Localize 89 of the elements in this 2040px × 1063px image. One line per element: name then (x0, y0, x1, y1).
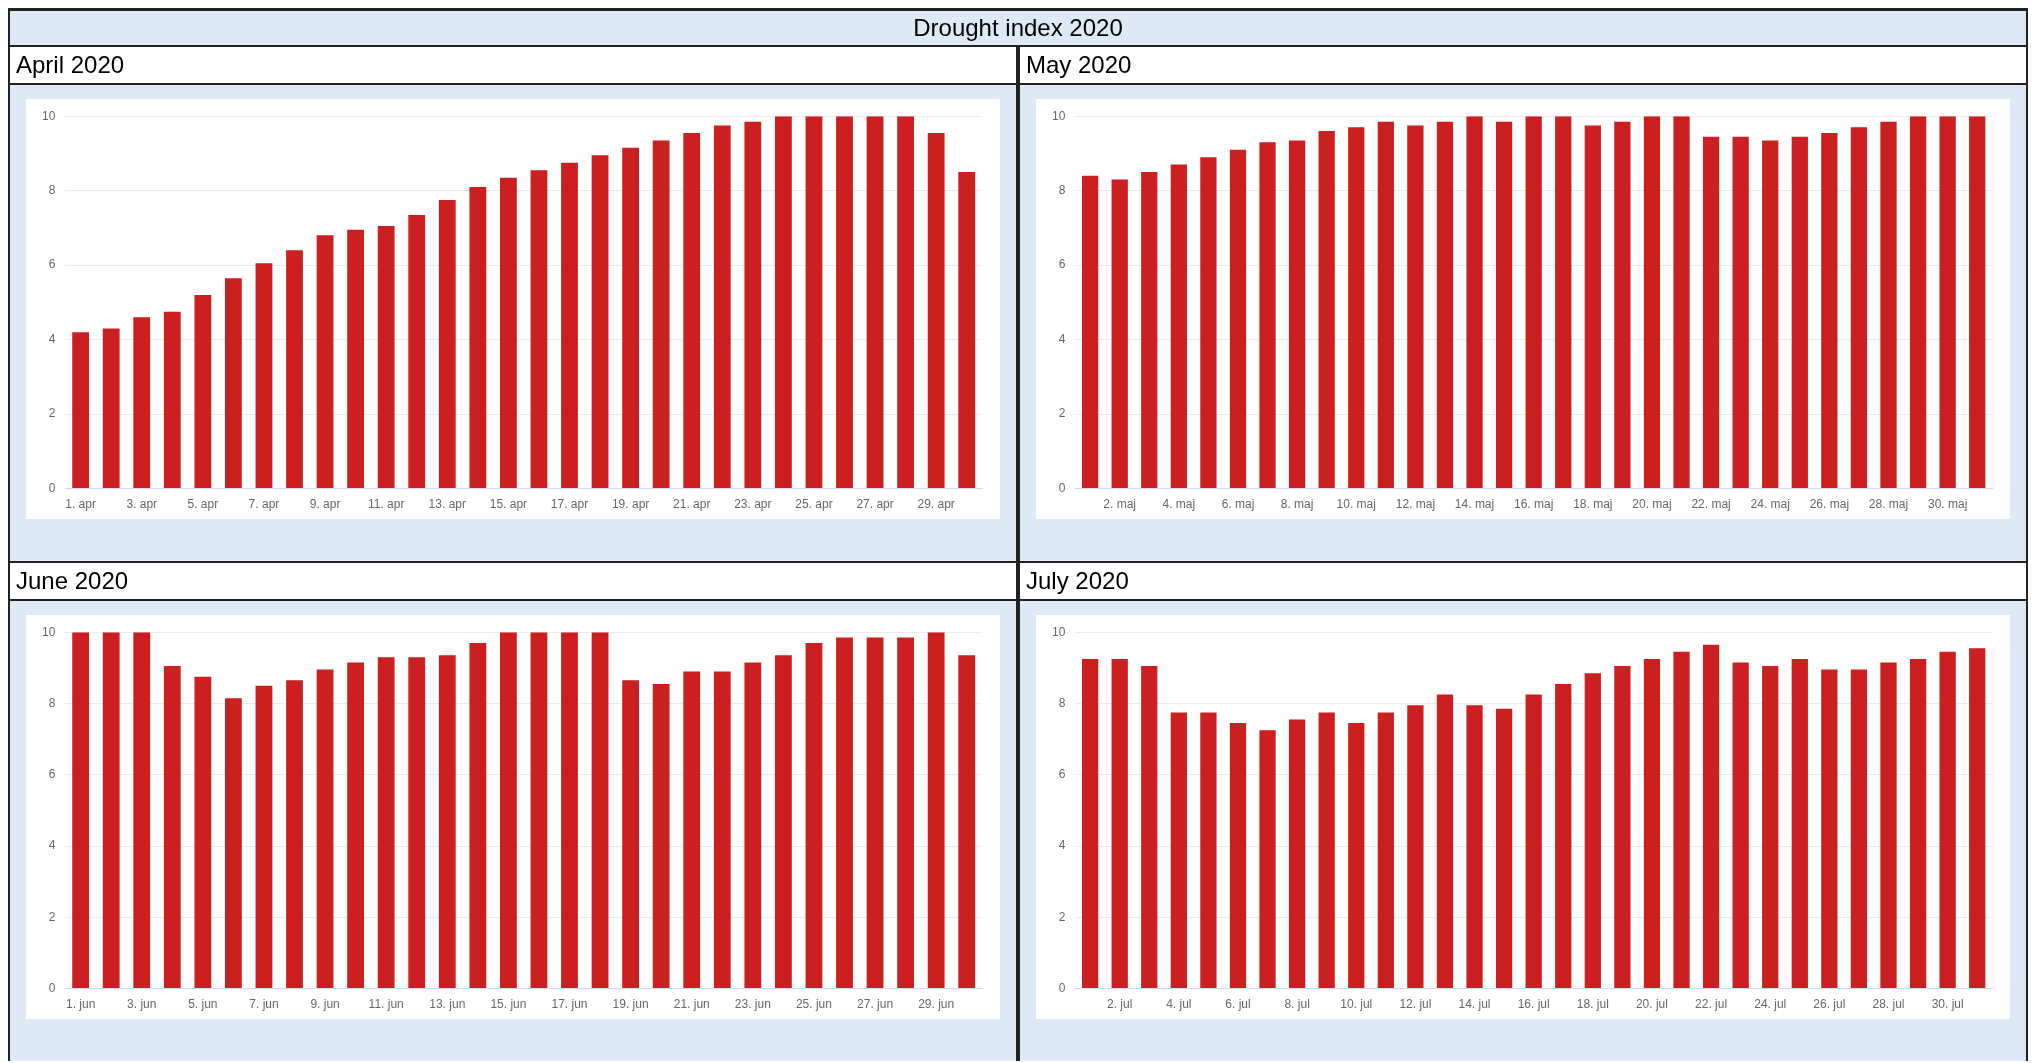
x-tick-label: 27. jun (857, 997, 894, 1012)
y-tick-label: 6 (48, 257, 56, 272)
y-tick-label: 4 (48, 838, 56, 853)
y-tick-label: 10 (1051, 108, 1066, 123)
x-tick-label: 27. apr (856, 497, 894, 512)
y-tick-label: 8 (1058, 182, 1066, 197)
chart-title: July 2020 (1020, 561, 2026, 601)
y-tick-label: 8 (48, 182, 56, 197)
y-tick-label: 10 (41, 624, 56, 639)
chart-title: May 2020 (1020, 45, 2026, 85)
x-tick-label: 14. maj (1454, 497, 1495, 512)
chart-title: April 2020 (10, 45, 1016, 85)
x-tick-label: 3. apr (126, 497, 158, 512)
x-tick-label: 13. jun (429, 997, 466, 1012)
chart-title: June 2020 (10, 561, 1016, 601)
y-tick-label: 4 (48, 331, 56, 346)
x-tick-label: 30. jul (1931, 997, 1964, 1012)
x-tick-label: 5. jun (188, 997, 218, 1012)
text: Drought index 2020 (8, 8, 2028, 45)
x-tick-label: 10. maj (1336, 497, 1376, 512)
x-tick-label: 29. jun (918, 997, 955, 1012)
x-tick-label: 4. maj (1162, 497, 1196, 512)
y-tick-label: 6 (1058, 767, 1066, 782)
x-tick-label: 10. jul (1340, 997, 1373, 1012)
x-tick-label: 28. jul (1872, 997, 1905, 1012)
x-tick-label: 17. jun (551, 997, 588, 1012)
y-tick-label: 2 (48, 406, 56, 421)
x-tick-label: 29. apr (917, 497, 955, 512)
x-tick-label: 5. apr (187, 497, 219, 512)
y-tick-label: 8 (1058, 695, 1066, 710)
x-tick-label: 11. jun (368, 997, 404, 1012)
x-tick-label: 8. maj (1280, 497, 1314, 512)
x-tick-label: 13. apr (428, 497, 466, 512)
x-tick-label: 16. jul (1517, 997, 1550, 1012)
y-tick-label: 2 (1058, 909, 1066, 924)
x-tick-label: 25. jun (795, 997, 832, 1012)
x-tick-label: 15. jun (490, 997, 527, 1012)
x-tick-label: 1. apr (65, 497, 96, 512)
x-tick-label: 9. apr (309, 497, 341, 512)
x-tick-label: 28. maj (1868, 497, 1909, 512)
x-tick-label: 11. apr (367, 497, 405, 512)
x-tick-label: 3. jun (127, 997, 157, 1012)
x-tick-label: 21. jun (673, 997, 710, 1012)
x-tick-label: 20. maj (1632, 497, 1672, 512)
x-tick-label: 23. jun (734, 997, 771, 1012)
x-tick-label: 7. apr (248, 497, 280, 512)
y-tick-label: 0 (48, 980, 56, 995)
y-tick-label: 4 (1058, 331, 1066, 346)
x-tick-label: 18. maj (1573, 497, 1613, 512)
y-tick-label: 4 (1058, 838, 1066, 853)
y-tick-label: 2 (1058, 406, 1066, 421)
x-tick-label: 21. apr (673, 497, 711, 512)
x-tick-label: 14. jul (1458, 997, 1491, 1012)
x-tick-label: 24. jul (1754, 997, 1787, 1012)
x-tick-label: 2. jul (1107, 997, 1133, 1012)
x-tick-label: 23. apr (734, 497, 772, 512)
x-tick-label: 19. jun (612, 997, 649, 1012)
x-tick-label: 15. apr (489, 497, 528, 512)
y-tick-label: 10 (41, 108, 56, 123)
x-tick-label: 18. jul (1576, 997, 1609, 1012)
y-tick-label: 2 (48, 909, 56, 924)
x-tick-label: 16. maj (1513, 497, 1554, 512)
x-tick-label: 12. jul (1399, 997, 1432, 1012)
y-tick-label: 0 (1058, 980, 1066, 995)
x-tick-label: 26. maj (1809, 497, 1850, 512)
x-tick-label: 12. maj (1395, 497, 1436, 512)
x-tick-label: 20. jul (1635, 997, 1668, 1012)
x-tick-label: 4. jul (1166, 997, 1192, 1012)
x-tick-label: 25. apr (795, 497, 833, 512)
x-tick-label: 6. jul (1225, 997, 1251, 1012)
x-tick-label: 24. maj (1750, 497, 1790, 512)
y-tick-label: 10 (1051, 624, 1066, 639)
x-tick-label: 30. maj (1927, 497, 1968, 512)
x-tick-label: 7. jun (249, 997, 279, 1012)
x-tick-label: 19. apr (611, 497, 650, 512)
x-tick-label: 6. maj (1221, 497, 1255, 512)
x-tick-label: 8. jul (1284, 997, 1310, 1012)
y-tick-label: 6 (48, 767, 56, 782)
x-tick-label: 26. jul (1813, 997, 1846, 1012)
x-tick-label: 22. maj (1691, 497, 1731, 512)
y-tick-label: 0 (1058, 480, 1066, 495)
x-tick-label: 17. apr (550, 497, 589, 512)
x-tick-label: 22. jul (1695, 997, 1728, 1012)
x-tick-label: 2. maj (1103, 497, 1137, 512)
x-tick-label: 1. jun (65, 997, 96, 1012)
y-tick-label: 0 (48, 480, 56, 495)
x-tick-label: 9. jun (310, 997, 340, 1012)
y-tick-label: 8 (48, 695, 56, 710)
y-tick-label: 6 (1058, 257, 1066, 272)
